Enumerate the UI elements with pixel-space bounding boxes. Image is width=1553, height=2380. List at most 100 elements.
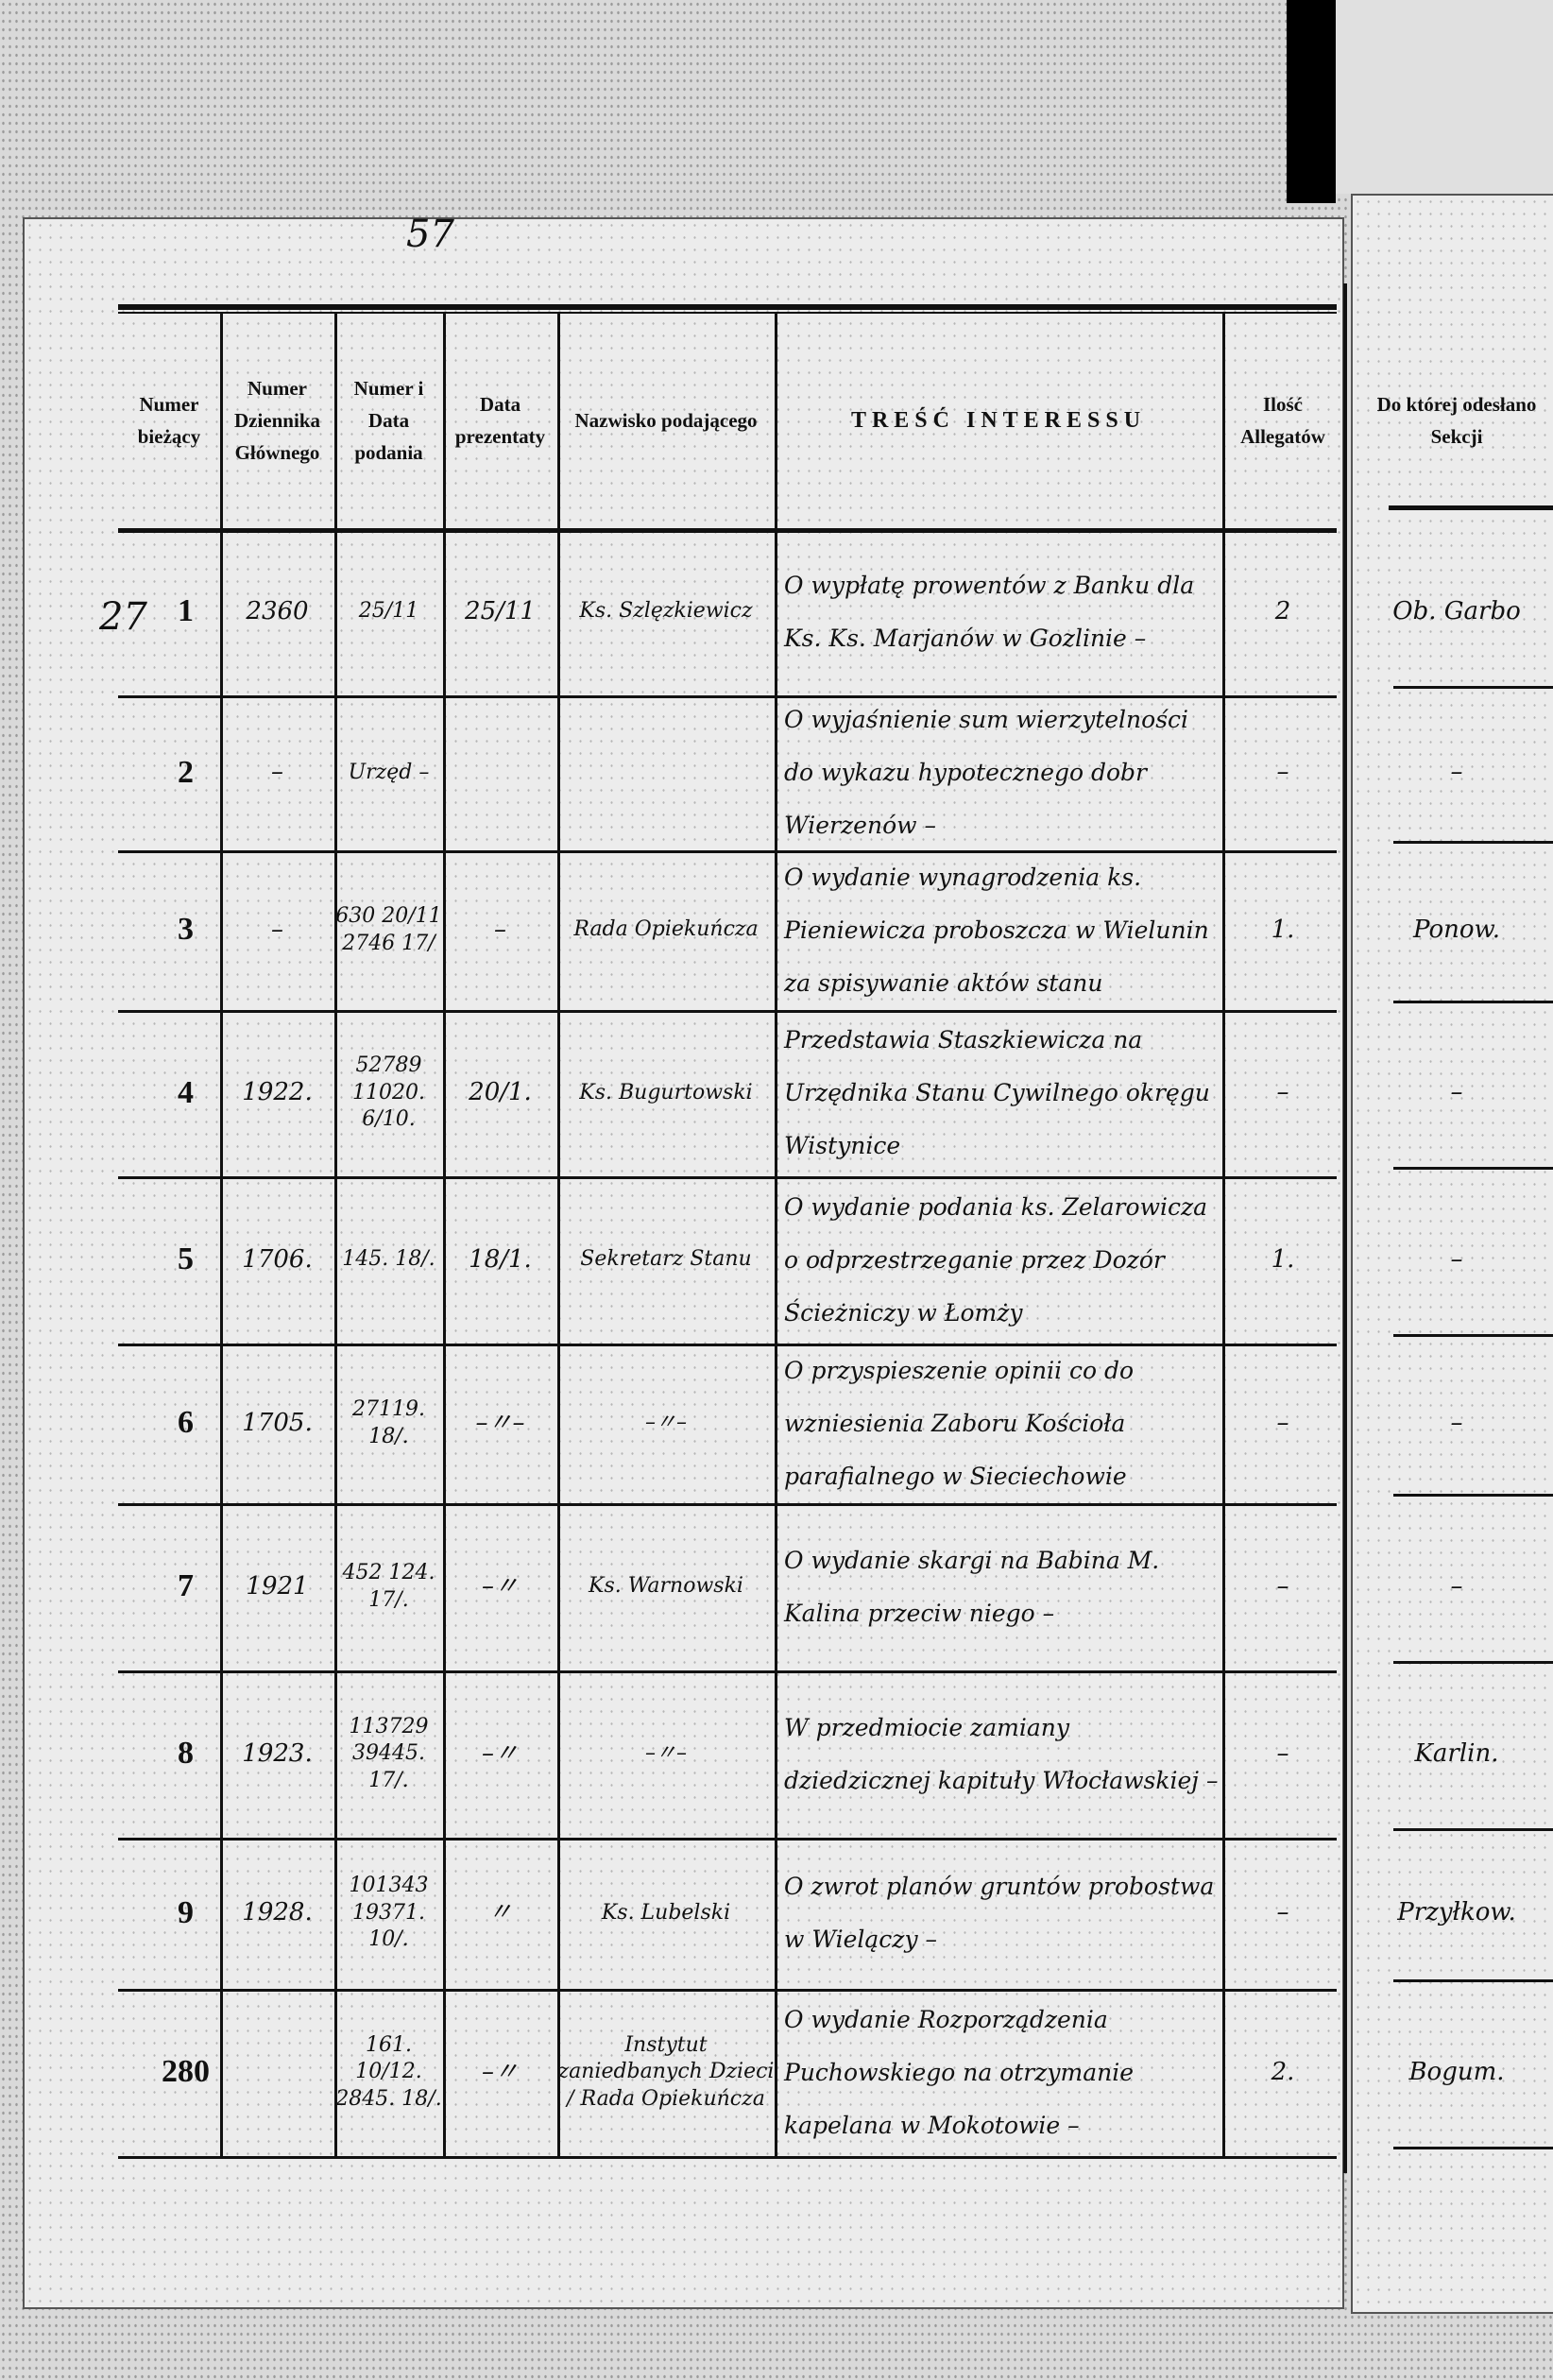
cell-nd: 145. 18/. — [342, 1247, 435, 1272]
column-header: TREŚĆ INTERESSU — [850, 407, 1147, 433]
row-divider — [118, 1010, 1337, 1013]
cell-sek: – — [1450, 1078, 1463, 1107]
cell-ill: 2. — [1271, 2057, 1295, 2086]
row-divider — [118, 2156, 1337, 2159]
cell-dz: 1706. — [242, 1244, 313, 1274]
cell-sek: Przyłkow. — [1397, 1898, 1516, 1927]
cell-n: 1 — [178, 593, 194, 629]
cell-dp — [443, 695, 557, 850]
cell-ill: – — [1276, 1738, 1289, 1768]
cell-ill: 1. — [1271, 1244, 1295, 1274]
cell-name: Ks. Warnowski — [589, 1574, 743, 1599]
cell-nd: 25/11 — [358, 599, 419, 624]
cell-dp: 〃 — [487, 1898, 513, 1927]
cell-sek: Karlin. — [1414, 1738, 1499, 1768]
cell-name: –〃– — [644, 1741, 687, 1766]
cell-sek: Ob. Garbo — [1392, 596, 1521, 625]
row-divider — [118, 1344, 1337, 1346]
cell-dp: 20/1. — [469, 1078, 532, 1107]
column-header: Numer bieżący — [137, 392, 201, 448]
right-header-rule — [1389, 505, 1553, 510]
cell-n: 7 — [178, 1568, 194, 1604]
cell-n: 6 — [178, 1405, 194, 1441]
column-divider — [775, 312, 777, 2156]
cell-nd: 113729 39445. 17/. — [349, 1714, 429, 1792]
right-row-divider — [1393, 1828, 1553, 1831]
right-row-divider — [1393, 686, 1553, 689]
cell-nd: 452 124. 17/. — [342, 1560, 435, 1612]
top-rule-thin — [118, 312, 1337, 314]
right-row-divider — [1393, 1661, 1553, 1664]
cell-dz: 1923. — [242, 1738, 313, 1768]
row-divider — [118, 1503, 1337, 1506]
column-divider — [443, 312, 446, 2156]
right-row-divider — [1393, 2147, 1553, 2149]
cell-dz: – — [271, 758, 283, 787]
right-row-divider — [1393, 1334, 1553, 1337]
cell-sek: – — [1450, 758, 1463, 787]
cell-tresc: W przedmiocie zamiany dziedzicznej kapit… — [784, 1713, 1219, 1794]
column-header: Numer Dziennika Głównego — [233, 376, 320, 464]
header-rule — [118, 528, 1337, 533]
row-divider — [118, 695, 1337, 698]
cell-name: Instytut zaniedbanych Dzieci / Rada Opie… — [557, 2032, 775, 2111]
cell-sek: Ponow. — [1413, 915, 1500, 944]
cell-tresc: O wyjaśnienie sum wierzytelności do wyka… — [784, 706, 1189, 839]
cell-dz: 1705. — [242, 1408, 313, 1437]
cell-nd: 52789 11020. 6/10. — [352, 1053, 425, 1132]
cell-sek: – — [1450, 1408, 1463, 1437]
column-divider — [220, 312, 223, 2156]
cell-dp: –〃 — [481, 1571, 519, 1601]
cell-dz: 1928. — [242, 1898, 313, 1927]
row-divider — [118, 1176, 1337, 1179]
cell-dz: 1921 — [246, 1571, 309, 1601]
right-row-divider — [1393, 1494, 1553, 1497]
cell-ill: – — [1276, 1408, 1289, 1437]
row-divider — [118, 1670, 1337, 1673]
cell-dz: – — [271, 915, 283, 944]
cell-tresc: O wydanie podania ks. Zelarowicza o odpr… — [784, 1192, 1208, 1327]
cell-n: 8 — [178, 1736, 194, 1772]
cell-dz — [220, 1989, 334, 2156]
cell-tresc: O wypłatę prowentów z Banku dla Ks. Ks. … — [784, 571, 1195, 652]
cell-sek: Bogum. — [1408, 2057, 1505, 2086]
cell-name: Ks. Bugurtowski — [579, 1080, 753, 1104]
cell-dp: –〃 — [481, 1738, 519, 1768]
column-header: Do której odesłano Sekcji — [1376, 392, 1537, 448]
cell-name: Ks. Lubelski — [601, 1900, 731, 1925]
cell-dp: –〃– — [475, 1408, 525, 1437]
cell-tresc: O przyspieszenie opinii co do wzniesieni… — [784, 1356, 1135, 1490]
row-divider — [118, 1838, 1337, 1841]
cell-n: 9 — [178, 1894, 194, 1930]
cell-ill: – — [1276, 1078, 1289, 1107]
column-divider — [1222, 312, 1225, 2156]
cell-ill: – — [1276, 1571, 1289, 1601]
column-divider — [334, 312, 337, 2156]
cell-tresc: O wydanie skargi na Babina M. Kalina prz… — [784, 1546, 1160, 1627]
cell-nd: 101343 19371. 10/. — [349, 1874, 429, 1952]
cell-ill: – — [1276, 1898, 1289, 1927]
column-header: Numer i Data podania — [353, 376, 424, 464]
cell-nd: 161. 10/12. 2845. 18/. — [335, 2032, 442, 2111]
cell-tresc: O zwrot planów gruntów probostwa w Wielą… — [784, 1873, 1215, 1953]
margin-note: 27 — [99, 595, 147, 639]
scan-edge — [1287, 0, 1336, 203]
cell-nd: Urzęd – — [348, 760, 430, 784]
cell-n: 280 — [162, 2054, 210, 2090]
left-page — [23, 217, 1344, 2309]
scan-background — [1336, 0, 1553, 194]
cell-dz: 1922. — [242, 1078, 313, 1107]
cell-n: 3 — [178, 912, 194, 948]
top-rule — [118, 304, 1337, 310]
column-divider — [557, 312, 560, 2156]
row-divider — [118, 1989, 1337, 1992]
page-fold — [1343, 283, 1347, 2173]
right-row-divider — [1393, 1979, 1553, 1982]
cell-dp: 18/1. — [469, 1244, 532, 1274]
cell-n: 5 — [178, 1241, 194, 1277]
cell-ill: – — [1276, 758, 1289, 787]
cell-sek: – — [1450, 1571, 1463, 1601]
cell-ill: 2 — [1274, 596, 1291, 625]
column-header: Nazwisko podającego — [574, 408, 758, 432]
column-header: Ilość Allegatów — [1240, 392, 1325, 448]
